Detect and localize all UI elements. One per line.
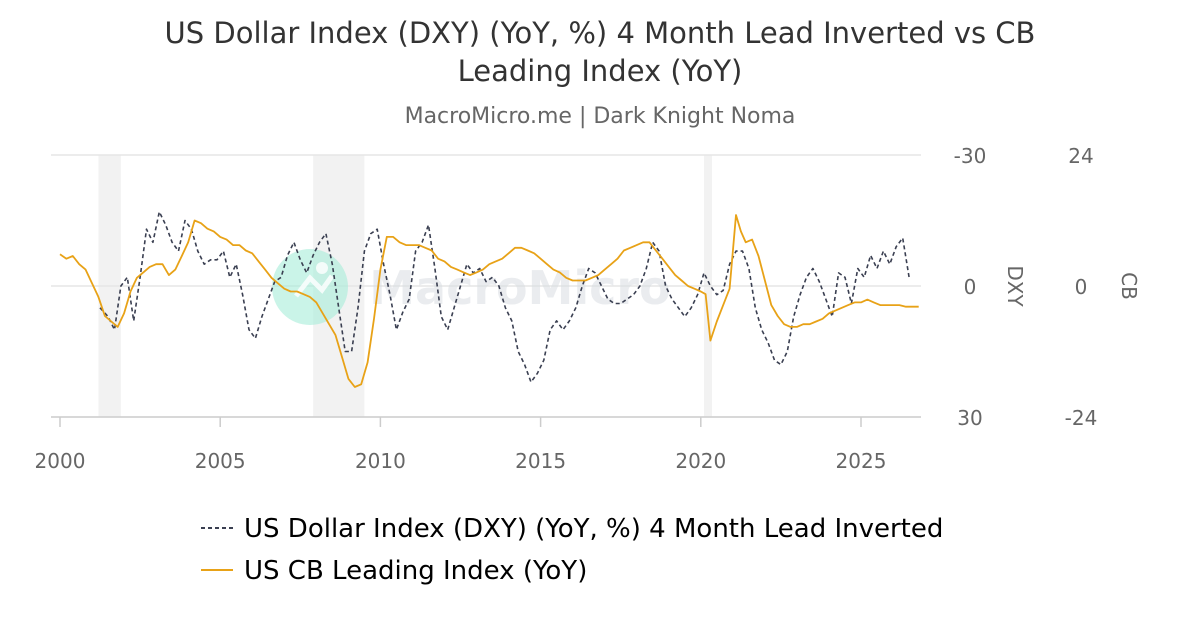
x-tick-label-2000: 2000: [35, 449, 86, 473]
series-line-dxy: [99, 211, 910, 383]
x-tick-label-2010: 2010: [355, 449, 406, 473]
series-line-cb: [59, 214, 919, 388]
watermark-text: MacroMicro: [369, 261, 670, 315]
chart-title-line-1: US Dollar Index (DXY) (YoY, %) 4 Month L…: [165, 16, 1036, 50]
chart-title-line-2: Leading Index (YoY): [458, 54, 743, 88]
right-tick-label-0: 24: [1068, 144, 1093, 168]
legend-label-dxy: US Dollar Index (DXY) (YoY, %) 4 Month L…: [244, 514, 943, 544]
x-tick-label-2005: 2005: [195, 449, 246, 473]
watermark-logo-icon: [272, 249, 348, 325]
left-tick-label-2: 30: [957, 406, 982, 430]
right-tick-label-2: -24: [1065, 406, 1098, 430]
chart-subtitle: MacroMicro.me | Dark Knight Noma: [405, 104, 796, 129]
axes: 2000 2005 2010 2015 2020 2025 -30 0 30 24 0 -24: [35, 144, 1098, 473]
series-lines: [59, 211, 919, 388]
x-tick-label-2025: 2025: [836, 449, 887, 473]
right-tick-label-1: 0: [1075, 275, 1088, 299]
x-tick-label-2020: 2020: [675, 449, 726, 473]
legend-item-cb[interactable]: US CB Leading Index (YoY): [201, 556, 587, 586]
left-axis-title: DXY: [1003, 265, 1027, 307]
x-tick-label-2015: 2015: [515, 449, 566, 473]
left-tick-label-0: -30: [954, 144, 987, 168]
gridlines: [51, 154, 921, 287]
legend-item-dxy[interactable]: US Dollar Index (DXY) (YoY, %) 4 Month L…: [201, 514, 943, 544]
right-axis-title: CB: [1117, 272, 1141, 300]
legend: US Dollar Index (DXY) (YoY, %) 4 Month L…: [201, 514, 943, 586]
legend-label-cb: US CB Leading Index (YoY): [244, 556, 587, 586]
left-tick-label-1: 0: [964, 275, 977, 299]
